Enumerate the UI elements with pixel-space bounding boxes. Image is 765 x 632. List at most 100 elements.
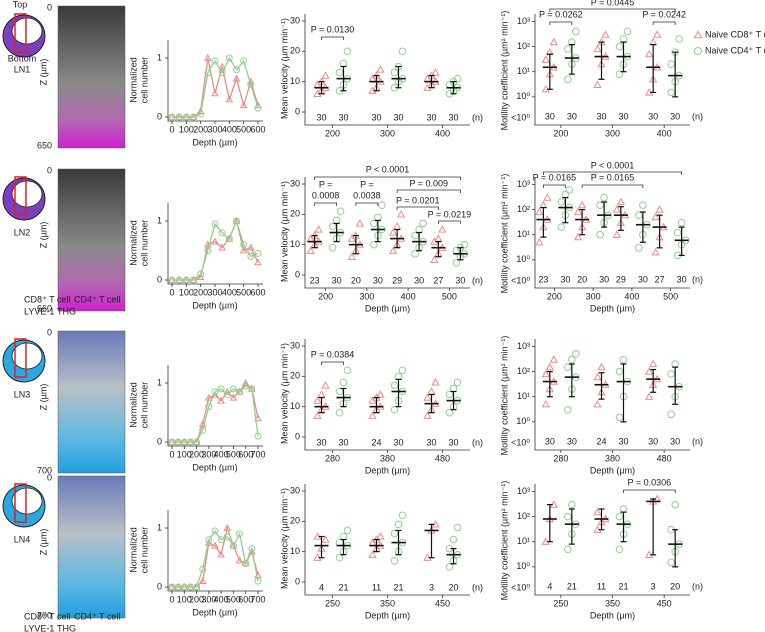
data-point (597, 362, 606, 371)
data-point (242, 559, 250, 567)
z-tick-label: 660 (37, 303, 52, 313)
y-tick-label: 10¹ (517, 536, 530, 546)
n-count: 4 (319, 582, 324, 592)
data-point (203, 53, 212, 61)
data-point (217, 385, 225, 393)
n-count: 30 (338, 112, 348, 122)
n-count: 30 (648, 111, 658, 121)
data-point (254, 414, 262, 422)
n-count: 30 (371, 112, 381, 122)
x-tick-label: 200 (325, 128, 340, 138)
significance-bracket (581, 184, 644, 188)
data-point (445, 408, 454, 417)
y-tick-label: 10² (517, 41, 530, 51)
data-point (653, 30, 662, 38)
data-point (564, 545, 572, 554)
data-point (438, 225, 447, 233)
z-tick-label: 700 (37, 610, 52, 620)
data-point (321, 381, 330, 389)
data-point (211, 89, 219, 97)
data-point (392, 222, 402, 230)
data-point (247, 252, 255, 260)
x-tick-label: 350 (380, 598, 395, 608)
y-tick-label: <10⁰ (511, 112, 530, 122)
ln-icon (2, 483, 46, 528)
data-point (254, 432, 262, 440)
x-tick-label: 100 (177, 449, 192, 459)
data-point (232, 216, 241, 224)
n-count: 30 (677, 274, 687, 284)
data-point (667, 88, 675, 97)
y-tick-label: 10³ (517, 16, 530, 26)
data-point (549, 355, 558, 363)
data-point (388, 228, 398, 236)
x-tick-label: 500 (236, 124, 251, 134)
data-point (677, 218, 686, 227)
data-point (225, 234, 234, 242)
n-count: 30 (567, 436, 577, 446)
data-point (233, 66, 240, 74)
n-count: 11 (597, 581, 606, 591)
data-point (573, 232, 583, 241)
data-point (211, 527, 219, 535)
data-point (545, 362, 554, 371)
x-tick-label: 600 (238, 594, 253, 604)
data-point (317, 390, 326, 398)
legend-text: THG (57, 306, 76, 316)
y-tick-label: <10⁰ (511, 582, 530, 592)
data-point (596, 201, 604, 209)
n-count: 30 (316, 112, 326, 122)
y-tick-label: 1 (157, 52, 162, 62)
z-tick-label: 0 (47, 327, 52, 337)
x-axis-label: Depth (µm) (590, 465, 635, 475)
x-axis-label: Depth (µm) (192, 607, 237, 617)
data-point (541, 55, 550, 63)
significance-bracket (652, 21, 676, 25)
n-count: 30 (393, 437, 403, 447)
data-point (368, 411, 377, 419)
data-point (430, 255, 439, 263)
y-tick-label: 1 (157, 522, 162, 532)
n-count: 30 (545, 436, 555, 446)
significance-bracket (549, 21, 573, 25)
n-count: 30 (670, 111, 680, 121)
y-tick-label: 0 (295, 431, 300, 441)
n-count: 30 (599, 274, 609, 284)
data-point (615, 545, 624, 554)
data-point (248, 545, 256, 553)
p-value: P < 0.0001 (366, 164, 410, 174)
y-tick-label: 10¹ (517, 229, 530, 239)
data-point (645, 49, 654, 58)
data-point (445, 563, 454, 571)
legend-marker (693, 30, 703, 39)
x-tick-label: 500 (226, 449, 241, 459)
data-point (175, 113, 183, 121)
x-tick-label: 250 (325, 598, 340, 608)
x-tick-label: 400 (624, 291, 639, 301)
data-point (445, 390, 454, 399)
x-tick-label: 400 (435, 128, 450, 138)
data-point (236, 388, 244, 396)
n-count: 27 (433, 275, 443, 285)
data-point (573, 207, 583, 216)
data-point (568, 355, 576, 364)
x-tick-label: 200 (553, 128, 568, 138)
data-point (557, 198, 566, 206)
y-tick-label: 0 (157, 274, 162, 284)
y-tick-label: 10 (290, 239, 300, 249)
y-tick-label: 0 (157, 111, 162, 121)
data-point (452, 259, 461, 267)
data-point (225, 54, 233, 62)
y-tick-label: 0 (157, 436, 162, 446)
lymph-node-image (57, 475, 126, 619)
node-interior (11, 180, 43, 208)
x-tick-label: 200 (193, 124, 208, 134)
lymph-node-image (57, 168, 126, 312)
data-point (205, 536, 213, 544)
y-tick-label: 0 (295, 269, 300, 279)
y-axis-label: Normalized (128, 57, 138, 103)
y-tick-label: 10 (290, 401, 300, 411)
y-axis-label: Motility coefficient (µm² min⁻¹) (499, 11, 509, 131)
data-point (182, 276, 190, 284)
y-tick-label: 20 (290, 516, 300, 526)
